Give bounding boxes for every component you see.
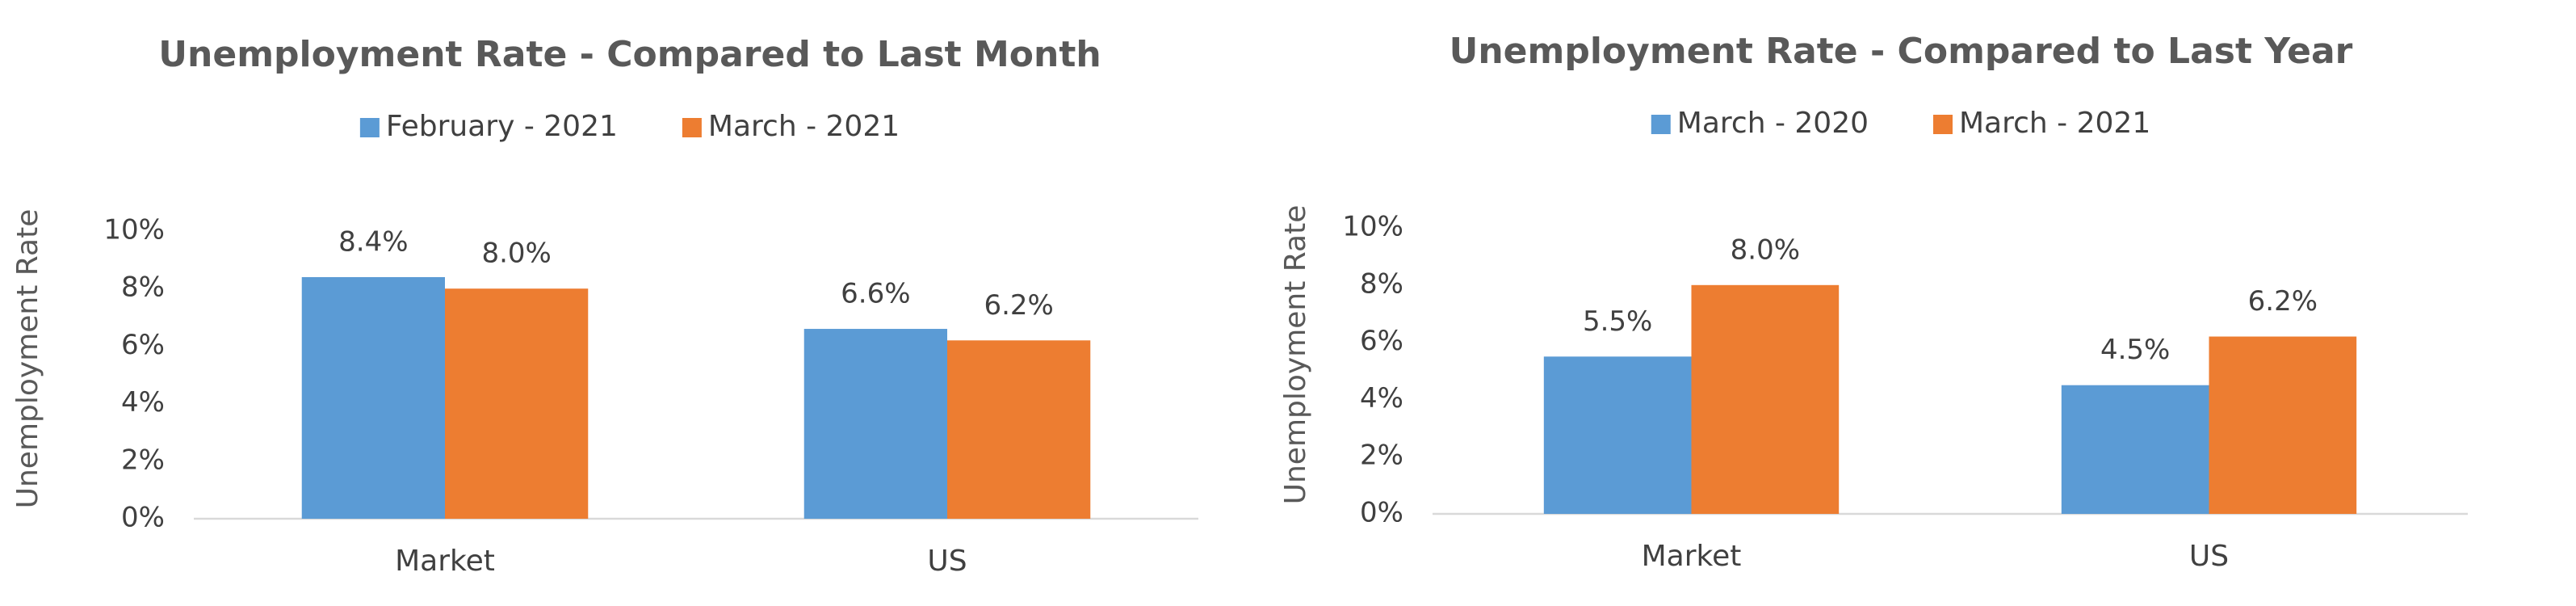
x-tick-label: Market [1642, 540, 1742, 573]
y-tick-label: 4% [1360, 382, 1403, 415]
data-label: 6.2% [984, 289, 1053, 322]
legend-swatch [359, 118, 380, 137]
bar [947, 340, 1091, 519]
y-tick-label: 8% [121, 271, 165, 304]
data-label: 8.4% [338, 225, 408, 258]
legend-swatch [682, 118, 702, 137]
y-tick-label: 10% [1342, 211, 1403, 243]
y-axis-title: Unemployment Rate [11, 209, 44, 509]
x-tick-label: US [927, 545, 967, 578]
bar [445, 288, 589, 519]
chart-title: Unemployment Rate - Compared to Last Mon… [158, 34, 1101, 75]
y-tick-label: 10% [103, 214, 165, 246]
y-tick-label: 0% [1360, 497, 1403, 529]
data-label: 5.5% [1583, 305, 1652, 338]
data-label: 4.5% [2100, 334, 2170, 366]
y-axis-title: Unemployment Rate [1279, 205, 1312, 505]
bar [2209, 336, 2357, 514]
bar [2061, 385, 2209, 514]
y-tick-label: 4% [121, 386, 165, 419]
data-label: 8.0% [481, 238, 551, 270]
bar [301, 276, 445, 519]
legend-label: March - 2020 [1677, 107, 1869, 140]
bar [803, 329, 947, 519]
x-tick-label: US [2189, 540, 2229, 573]
legend-label: February - 2021 [386, 110, 618, 143]
y-tick-label: 6% [121, 329, 165, 361]
legend-swatch [1933, 115, 1953, 134]
x-tick-label: Market [395, 545, 495, 578]
data-label: 8.0% [1731, 234, 1800, 266]
data-label: 6.6% [841, 278, 910, 310]
y-tick-label: 0% [121, 502, 165, 534]
y-tick-label: 2% [121, 444, 165, 476]
y-tick-label: 8% [1360, 267, 1403, 300]
bar [1691, 284, 1840, 514]
y-tick-label: 6% [1360, 325, 1403, 357]
legend-label: March - 2021 [1959, 107, 2150, 140]
legend-label: March - 2021 [708, 110, 900, 143]
data-label: 6.2% [2248, 285, 2318, 318]
bar [1543, 356, 1692, 514]
legend-swatch [1651, 115, 1671, 134]
y-tick-label: 2% [1360, 440, 1403, 472]
chart-title: Unemployment Rate - Compared to Last Yea… [1450, 31, 2353, 72]
